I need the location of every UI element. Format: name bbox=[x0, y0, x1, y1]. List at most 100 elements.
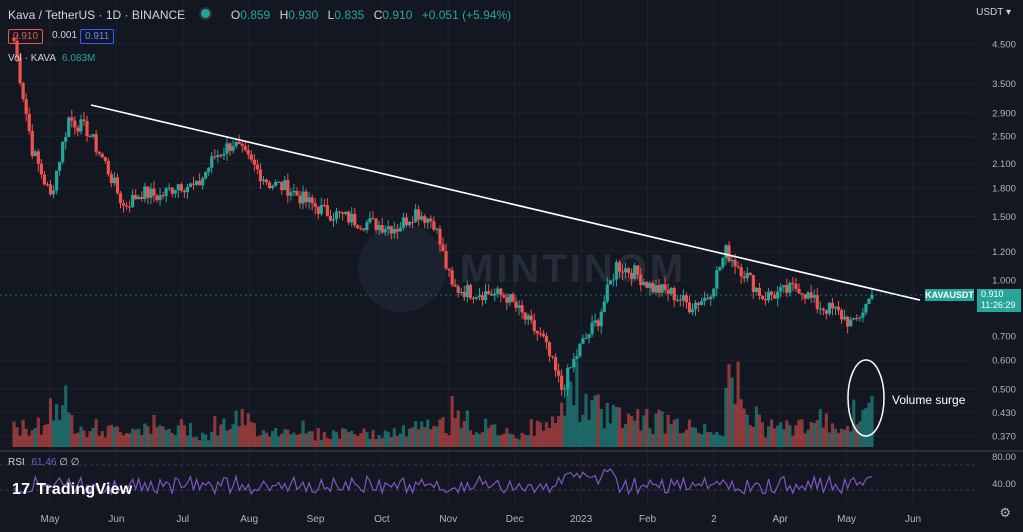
buy-price-button[interactable]: 0.911 bbox=[80, 29, 115, 44]
tradingview-brand[interactable]: 17 TradingView bbox=[12, 481, 132, 499]
candle-body bbox=[356, 225, 360, 229]
volume-bar bbox=[246, 413, 250, 447]
candle-body bbox=[179, 184, 183, 191]
candle-body bbox=[432, 221, 436, 230]
candle-body bbox=[812, 295, 816, 298]
time-axis[interactable]: May Jun Jul Aug Sep Oct Nov Dec 2023 Feb 2 Apr May Ju… bbox=[41, 514, 922, 525]
rsi-legend[interactable]: RSI 61.46 ∅ ∅ bbox=[8, 457, 79, 468]
sell-price-button[interactable]: 0.910 bbox=[8, 29, 44, 44]
time-tick-label: Sep bbox=[307, 514, 325, 525]
volume-bar bbox=[575, 361, 579, 447]
gear-icon[interactable]: ⚙ bbox=[999, 505, 1011, 520]
price-axis[interactable]: 4.500 3.500 2.900 2.500 2.100 1.800 1.500 1.200… bbox=[992, 40, 1016, 443]
volume-bar bbox=[158, 425, 162, 447]
volume-bar bbox=[313, 440, 317, 447]
volume-bar bbox=[809, 421, 813, 447]
candle-body bbox=[730, 259, 734, 262]
volume-bar bbox=[131, 428, 135, 447]
candle-body bbox=[581, 338, 585, 344]
volume-bar bbox=[471, 434, 476, 447]
price-tick-label: 1.800 bbox=[992, 183, 1016, 194]
candle-body bbox=[483, 291, 488, 301]
brand-text: TradingView bbox=[36, 481, 133, 498]
volume-bar bbox=[706, 432, 710, 447]
volume-bar bbox=[490, 424, 494, 447]
candle-body bbox=[261, 179, 266, 182]
candle-body bbox=[94, 134, 98, 152]
volume-bar bbox=[15, 427, 19, 447]
volume-bar bbox=[33, 427, 37, 447]
candle-body bbox=[815, 295, 819, 310]
candle-body bbox=[657, 285, 661, 293]
volume-bar bbox=[94, 419, 98, 447]
volume-bar bbox=[508, 433, 512, 447]
candle-body bbox=[846, 316, 850, 327]
volume-value: 6.083M bbox=[61, 53, 96, 64]
candle-body bbox=[137, 196, 141, 200]
candle-body bbox=[864, 304, 868, 313]
candle-body bbox=[870, 294, 874, 299]
candle-body bbox=[143, 186, 147, 199]
trendline[interactable] bbox=[90, 104, 921, 301]
volume-bar bbox=[800, 419, 804, 447]
volume-bar bbox=[216, 435, 220, 447]
candle-body bbox=[401, 217, 406, 228]
candle-body bbox=[213, 156, 217, 158]
candle-body bbox=[626, 268, 631, 273]
candle-body bbox=[517, 305, 521, 308]
candle-body bbox=[678, 299, 682, 301]
currency-selector[interactable]: USDT ▾ bbox=[976, 7, 1011, 18]
volume-bar bbox=[487, 427, 491, 447]
volume-bar bbox=[365, 432, 369, 447]
candle-body bbox=[560, 375, 564, 390]
volume-bar bbox=[219, 424, 223, 447]
candle-body bbox=[557, 370, 561, 376]
candle-body bbox=[204, 172, 208, 179]
volume-bar bbox=[715, 431, 719, 447]
volume-label: Vol · KAVA bbox=[8, 53, 56, 64]
volume-bar bbox=[152, 414, 156, 447]
candle-body bbox=[30, 131, 34, 157]
volume-bar bbox=[414, 420, 418, 447]
candle-body bbox=[587, 334, 591, 339]
candle-body bbox=[757, 287, 762, 297]
volume-bar bbox=[24, 428, 28, 447]
volume-bar bbox=[532, 436, 536, 447]
candle-body bbox=[566, 367, 570, 389]
volume-bar bbox=[420, 421, 424, 447]
candle-body bbox=[575, 356, 579, 359]
price-tick-label: 0.370 bbox=[992, 432, 1016, 443]
volume-bar bbox=[58, 420, 62, 447]
candle-body bbox=[462, 291, 466, 298]
volume-bar bbox=[289, 434, 293, 447]
candle-body bbox=[693, 302, 698, 310]
time-tick-label: May bbox=[837, 514, 856, 525]
symbol-title[interactable]: Kava / TetherUS · 1D · BINANCE bbox=[8, 8, 186, 22]
volume-bar bbox=[407, 428, 412, 447]
candle-body bbox=[292, 190, 296, 193]
volume-bar bbox=[523, 434, 527, 447]
candle-body bbox=[301, 191, 305, 204]
currency-label: USDT bbox=[976, 7, 1004, 18]
candle-body bbox=[663, 284, 667, 290]
candle-body bbox=[541, 333, 546, 337]
volume-bar bbox=[380, 438, 384, 447]
volume-bar bbox=[630, 416, 634, 447]
rsi-value: 61.46 bbox=[31, 457, 57, 468]
rsi-axis: 80.00 40.00 bbox=[992, 452, 1016, 490]
candle-body bbox=[800, 293, 804, 295]
candle-body bbox=[675, 299, 679, 301]
volume-bar bbox=[73, 433, 77, 447]
volume-bar bbox=[493, 424, 497, 447]
volume-bar bbox=[620, 428, 625, 447]
candle-body bbox=[201, 178, 205, 186]
volume-bar bbox=[240, 408, 244, 447]
volume-bar bbox=[839, 428, 844, 447]
volume-bar bbox=[36, 417, 40, 447]
volume-legend[interactable]: Vol · KAVA 6.083M bbox=[8, 53, 95, 64]
rsi-tick-label: 40.00 bbox=[992, 479, 1016, 490]
candle-body bbox=[307, 197, 311, 203]
watermark-emblem bbox=[358, 224, 446, 312]
